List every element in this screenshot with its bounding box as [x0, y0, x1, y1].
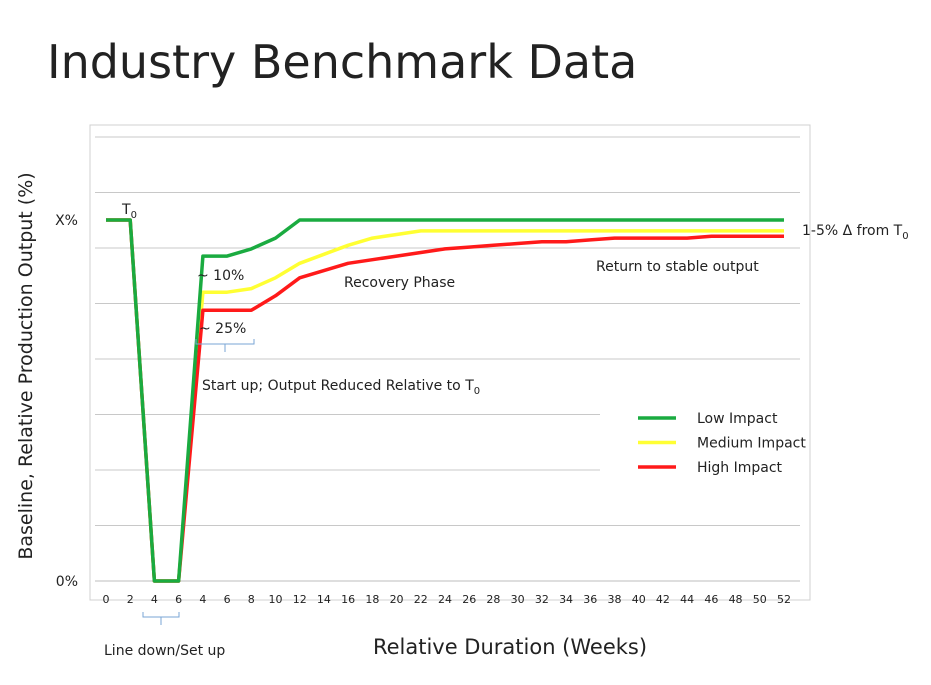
x-tick-label: 10 [269, 593, 283, 606]
x-tick-label: 30 [511, 593, 525, 606]
x-tick-label: 28 [486, 593, 500, 606]
brace [195, 339, 255, 352]
x-tick-label: 20 [390, 593, 404, 606]
x-tick-label: 50 [753, 593, 767, 606]
delta-sub: 0 [902, 231, 908, 242]
x-tick-label: 0 [103, 593, 110, 606]
startup-label: Start up; Output Reduced Relative to T0 [202, 378, 480, 397]
legend: Low Impact Medium Impact High Impact [638, 411, 806, 476]
delta-text: 1-5% Δ from T [802, 223, 903, 239]
brace [142, 612, 180, 625]
twentyfive-label: ~ 25% [199, 321, 246, 337]
x-tick-label: 38 [608, 593, 622, 606]
x-tick-label: 32 [535, 593, 549, 606]
x-tick-label: 44 [680, 593, 694, 606]
x-tick-label: 14 [317, 593, 331, 606]
recovery-label: Recovery Phase [344, 275, 455, 291]
t0-label: T0 [121, 202, 137, 221]
x-tick-label: 24 [438, 593, 452, 606]
y-axis-label: Baseline, Relative Production Output (%) [15, 172, 37, 559]
series-line [106, 218, 784, 583]
x-tick-label: 18 [365, 593, 379, 606]
x-tick-label: 6 [224, 593, 231, 606]
legend-label: Medium Impact [697, 436, 806, 452]
x-tick-label: 4 [199, 593, 206, 606]
x-tick-label: 42 [656, 593, 670, 606]
x-tick-label: 12 [293, 593, 307, 606]
series-line [106, 218, 784, 583]
plot-frame [89, 124, 811, 601]
x-tick-label: 26 [462, 593, 476, 606]
x-axis-label: Relative Duration (Weeks) [373, 635, 647, 659]
x-tick-label: 36 [583, 593, 597, 606]
startup-sub: 0 [474, 386, 480, 397]
ten-label: ~ 10% [197, 268, 244, 284]
x-tick-label: 8 [248, 593, 255, 606]
x-tick-label: 46 [704, 593, 718, 606]
x-tick-label: 2 [127, 593, 134, 606]
delta-label: 1-5% Δ from T0 [802, 223, 909, 242]
slide-title: Industry Benchmark Data [47, 35, 637, 89]
y-tick-label: X% [55, 213, 78, 229]
legend-label: High Impact [697, 460, 783, 476]
lines [106, 218, 784, 583]
linedown-label: Line down/Set up [104, 643, 225, 659]
x-tick-label: 40 [632, 593, 646, 606]
x-tick-label: 16 [341, 593, 355, 606]
t0-sub: 0 [131, 210, 137, 221]
x-tick-label: 4 [151, 593, 158, 606]
startup-text: Start up; Output Reduced Relative to T [202, 378, 474, 394]
t0-text: T [121, 202, 131, 218]
x-tick-label: 48 [729, 593, 743, 606]
x-tick-label: 52 [777, 593, 791, 606]
x-tick-label: 34 [559, 593, 573, 606]
y-tick-label: 0% [56, 574, 78, 590]
legend-label: Low Impact [697, 411, 778, 427]
stable-label: Return to stable output [596, 259, 759, 275]
x-tick-label: 22 [414, 593, 428, 606]
series-line [106, 218, 784, 583]
x-tick-label: 6 [175, 593, 182, 606]
grid: 0%X%0 2 4 6 4 6 8 10 12 14 16 18 20 22 24 26 28 30 32 34 36 3… [55, 136, 800, 606]
